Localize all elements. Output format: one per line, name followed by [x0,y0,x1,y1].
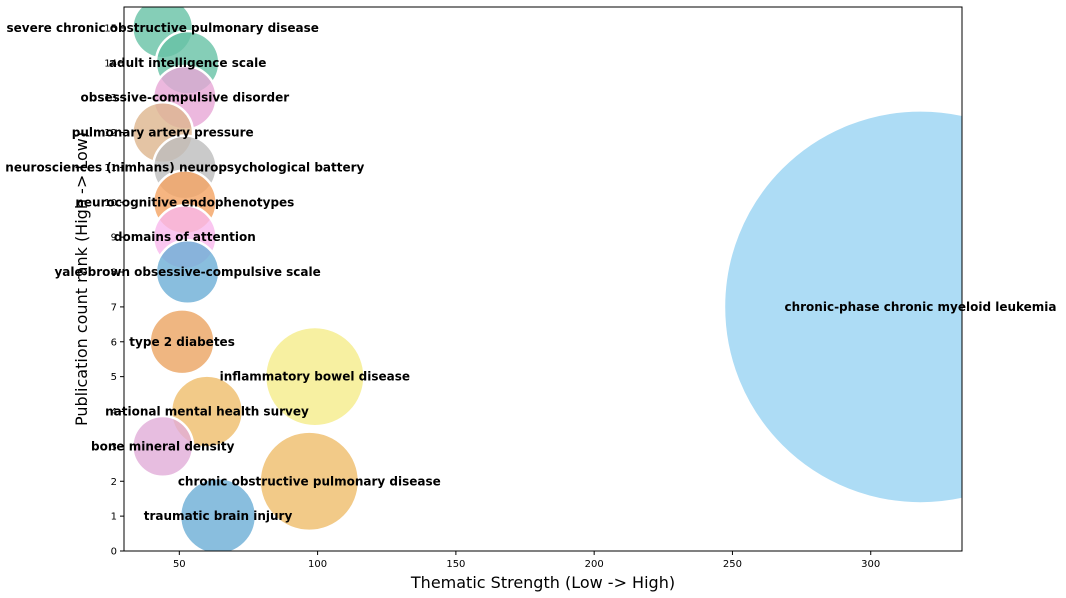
y-tick-label: 3 [111,442,117,453]
bubble-point [263,325,366,428]
bubble-label: adult intelligence scale [109,56,266,70]
x-tick-label: 150 [446,559,465,570]
x-tick-label: 100 [308,559,327,570]
bubble-label: chronic-phase chronic myeloid leukemia [784,300,1056,314]
x-tick-label: 200 [585,559,604,570]
bubble-label: neurocognitive endophenotypes [75,195,294,209]
bubble-label: chronic obstructive pulmonary disease [178,474,441,488]
plot-frame [123,6,963,552]
bubble-label: inflammatory bowel disease [220,370,410,384]
y-tick-label: 11 [104,163,117,174]
bubble-point [722,109,962,505]
y-tick-label: 10 [104,198,117,209]
bubble-label: pulmonary artery pressure [72,126,254,140]
bubble-point [148,308,216,376]
bubble-label: severe chronic obstructive pulmonary dis… [7,21,319,35]
bubble-label: national mental health survey [105,405,309,419]
y-tick-label: 5 [111,372,117,383]
bubble-label: domains of attention [114,230,256,244]
y-tick-label: 14 [104,58,117,69]
x-axis-title: Thematic Strength (Low -> High) [410,573,675,592]
x-axis: 50 100 150 200 250 300 [173,551,880,570]
bubble-point [178,476,258,551]
bubble-label: traumatic brain injury [144,509,293,523]
bubble-label: bone mineral density [91,439,235,453]
y-tick-label: 4 [111,407,117,418]
bubble-label: type 2 diabetes [129,335,235,349]
bubble-label: neurosciences (nimhans) neuropsychologic… [5,160,364,174]
y-tick-label: 7 [111,302,117,313]
x-tick-label: 50 [173,559,186,570]
y-tick-label: 8 [111,268,117,279]
y-tick-label: 0 [111,547,117,558]
y-tick-label: 1 [111,512,117,523]
bubble-label: obsessive-compulsive disorder [81,91,290,105]
bubble-point [154,239,221,305]
bubble-point [258,430,361,533]
y-tick-label: 12 [104,128,117,139]
y-tick-label: 13 [104,93,117,104]
bubble-point [131,414,195,478]
y-tick-label: 15 [104,23,117,34]
x-tick-label: 250 [723,559,742,570]
y-tick-label: 9 [111,233,117,244]
bubble-labels: severe chronic obstructive pulmonary dis… [5,21,1056,523]
y-axis-title: Publication count rank (High -> Low) [72,132,91,426]
x-tick-label: 300 [861,559,880,570]
bubble-label: yale-brown obsessive-compulsive scale [54,265,320,279]
y-tick-label: 2 [111,477,117,488]
y-tick-label: 6 [111,337,117,348]
bubble-layer [131,7,962,551]
